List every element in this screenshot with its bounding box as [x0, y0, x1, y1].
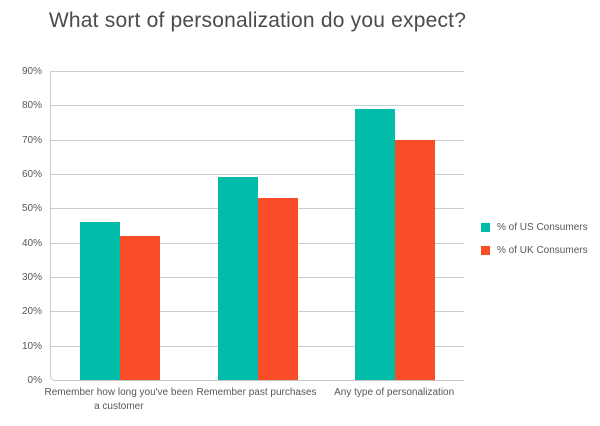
gridline: [51, 71, 464, 72]
x-axis-label: Remember how long you've been a customer: [44, 387, 194, 412]
legend-label: % of UK Consumers: [497, 245, 588, 256]
x-axis-label: Any type of personalization: [334, 387, 455, 398]
y-tick-label: 30%: [21, 272, 42, 283]
x-axis-label: Remember past purchases: [196, 387, 317, 398]
gridline: [51, 105, 464, 107]
y-tick-label: 10%: [21, 340, 42, 352]
bar-us-1: [217, 177, 258, 380]
plot-area: [50, 71, 464, 381]
y-tick-label: 50%: [21, 203, 42, 215]
gridline: [51, 174, 464, 175]
y-tick-label: 60%: [21, 169, 42, 180]
legend-swatch-icon: [481, 223, 490, 232]
legend-item: % of UK Consumers: [481, 245, 588, 256]
bar-uk-2: [395, 139, 436, 380]
y-tick-label: 70%: [21, 134, 42, 146]
bar-us-2: [355, 108, 396, 380]
y-tick-label: 80%: [21, 100, 42, 112]
legend-item: % of US Consumers: [481, 222, 588, 233]
legend-swatch-icon: [481, 246, 490, 255]
y-tick-label: 40%: [21, 237, 42, 249]
bar-uk-0: [119, 235, 160, 380]
y-tick-label: 0%: [27, 375, 42, 386]
legend-label: % of US Consumers: [497, 222, 588, 233]
y-tick-label: 90%: [21, 66, 42, 77]
chart-title: What sort of personalization do you expe…: [48, 9, 467, 32]
legend: % of US Consumers % of UK Consumers: [481, 222, 588, 268]
y-tick-label: 20%: [21, 306, 42, 318]
bar-uk-1: [257, 198, 298, 380]
gridline: [51, 139, 464, 141]
bar-us-0: [79, 222, 120, 380]
